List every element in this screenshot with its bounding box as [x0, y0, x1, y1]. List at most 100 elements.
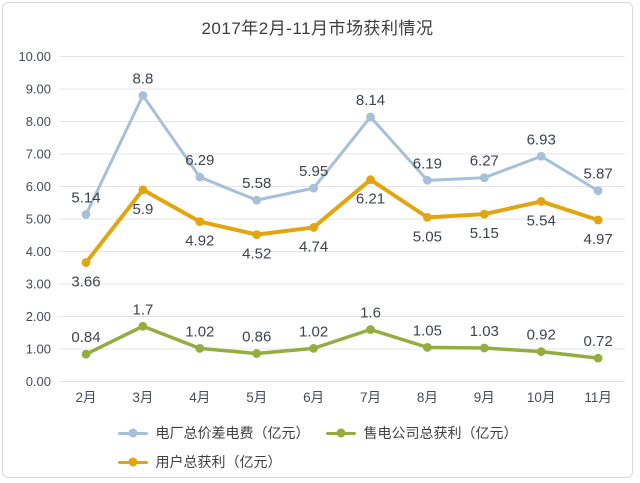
x-tick-label: 8月	[417, 390, 438, 405]
data-point	[423, 212, 432, 222]
data-point	[252, 349, 262, 358]
chart-legend: 电厂总价差电费（亿元） 售电公司总获利（亿元） 用户总获利（亿元）	[3, 423, 632, 472]
data-label: 1.02	[299, 323, 328, 340]
data-point	[138, 185, 148, 195]
legend-dot-icon	[128, 457, 137, 467]
series-0: 5.14 8.8 6.29 5.58 5.95 8.14 6.19 6.27 6.93 5.87	[71, 71, 613, 219]
data-point	[366, 112, 375, 122]
y-tick-label: 0.00	[26, 374, 51, 389]
data-label: 8.8	[132, 71, 153, 88]
chart-frame: 2017年2月-11月市场获利情况 10.00 9.00 8.00 7.00 6.00 5…	[2, 2, 633, 478]
legend-item-user: 用户总获利（亿元）	[117, 452, 310, 472]
data-point	[81, 258, 91, 267]
y-tick-label: 7.00	[26, 147, 51, 162]
data-point	[195, 172, 205, 182]
y-tick-label: 10.00	[18, 49, 51, 64]
data-point	[195, 343, 205, 353]
legend-label: 电厂总价差电费（亿元）	[155, 425, 310, 441]
data-point	[479, 209, 489, 219]
y-tick-label: 2.00	[26, 309, 51, 324]
legend-dot-icon	[128, 428, 137, 438]
data-point	[195, 217, 205, 227]
x-tick-label: 4月	[189, 390, 210, 405]
data-point	[309, 343, 318, 353]
data-point	[536, 197, 546, 206]
data-point	[138, 91, 148, 100]
legend-grid: 电厂总价差电费（亿元） 售电公司总获利（亿元） 用户总获利（亿元）	[117, 423, 518, 472]
legend-label: 售电公司总获利（亿元）	[363, 425, 518, 441]
data-point	[138, 321, 148, 331]
data-label: 6.27	[470, 153, 499, 170]
data-label: 5.87	[583, 166, 612, 183]
data-label: 0.72	[583, 333, 612, 350]
data-point	[252, 230, 262, 240]
data-label: 6.21	[356, 191, 385, 208]
data-label: 6.19	[413, 155, 442, 172]
data-point	[536, 151, 546, 161]
data-label: 1.03	[470, 323, 499, 340]
x-tick-label: 3月	[132, 390, 153, 405]
data-point	[536, 347, 546, 356]
data-label: 1.02	[185, 323, 214, 340]
chart-canvas: 10.00 9.00 8.00 7.00 6.00 5.00 4.00 3.00 2.00 1.0…	[18, 49, 625, 405]
data-label: 1.05	[413, 322, 442, 339]
x-tick-label: 2月	[75, 390, 96, 405]
x-tick-label: 5月	[246, 390, 267, 405]
legend-line-icon	[325, 428, 356, 438]
data-label: 3.66	[71, 274, 100, 291]
x-tick-label: 7月	[360, 390, 381, 405]
data-label: 4.92	[185, 233, 214, 250]
y-tick-label: 4.00	[26, 244, 51, 259]
data-label: 1.7	[132, 301, 153, 318]
y-tick-label: 6.00	[26, 179, 51, 194]
data-point	[423, 175, 432, 185]
y-axis-labels: 10.00 9.00 8.00 7.00 6.00 5.00 4.00 3.00 2.00 1.0…	[18, 49, 51, 389]
data-label: 5.14	[71, 189, 100, 206]
chart-title: 2017年2月-11月市场获利情况	[201, 19, 434, 38]
data-point	[593, 186, 603, 196]
data-label: 6.29	[185, 152, 214, 169]
data-label: 0.86	[242, 329, 271, 346]
data-label: 5.58	[242, 175, 271, 192]
x-tick-label: 11月	[584, 390, 612, 405]
series-line	[84, 324, 600, 360]
y-tick-label: 3.00	[26, 277, 51, 292]
data-label: 0.92	[527, 327, 556, 344]
data-point	[479, 343, 489, 353]
data-point	[593, 353, 603, 363]
data-label: 5.54	[527, 212, 556, 229]
y-tick-label: 1.00	[26, 342, 51, 357]
data-label: 0.84	[71, 329, 100, 346]
x-tick-label: 6月	[303, 390, 324, 405]
x-tick-label: 9月	[474, 390, 495, 405]
y-tick-label: 9.00	[26, 82, 51, 97]
data-label: 4.52	[242, 246, 271, 263]
legend-label: 用户总获利（亿元）	[155, 454, 282, 470]
data-point	[423, 342, 432, 352]
data-label: 5.05	[413, 228, 442, 245]
data-label: 5.15	[470, 225, 499, 242]
x-axis-labels: 2月 3月 4月 5月 6月 7月 8月 9月 10月 11月	[75, 390, 611, 405]
data-point	[593, 215, 603, 225]
data-label: 1.6	[360, 305, 381, 322]
series-line	[84, 177, 601, 265]
data-point	[366, 175, 375, 185]
data-point	[81, 210, 91, 219]
series-line	[84, 94, 600, 216]
data-label: 8.14	[356, 92, 385, 109]
legend-line-icon	[117, 428, 148, 438]
data-point	[309, 223, 318, 232]
x-tick-label: 10月	[527, 390, 556, 405]
series-1: 3.66 5.9 4.92 4.52 4.74 6.21 5.05 5.15 5.54 4.97	[71, 175, 613, 291]
legend-item-power-plant: 电厂总价差电费（亿元）	[117, 423, 310, 443]
legend-dot-icon	[336, 428, 345, 438]
data-label: 4.97	[583, 231, 612, 248]
data-point	[479, 173, 489, 183]
data-point	[366, 325, 375, 334]
y-tick-label: 8.00	[26, 114, 51, 129]
data-label: 5.9	[132, 201, 153, 218]
legend-line-icon	[117, 457, 148, 467]
data-label: 5.95	[299, 163, 328, 180]
data-point	[252, 195, 262, 205]
data-point	[309, 183, 318, 193]
